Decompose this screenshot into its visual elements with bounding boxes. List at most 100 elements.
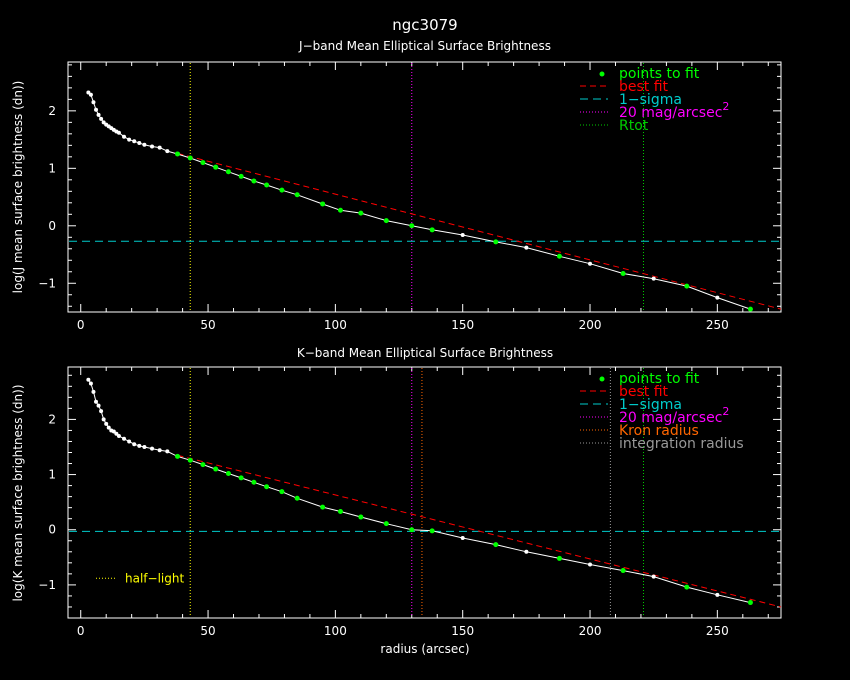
k-fit-point bbox=[747, 600, 753, 606]
k-legend-label: points to fit bbox=[619, 371, 700, 387]
k-y-tick-label: 2 bbox=[48, 412, 56, 426]
j-fit-point bbox=[174, 151, 180, 157]
k-fit-point bbox=[493, 542, 499, 548]
j-legend-label: Rtot bbox=[619, 118, 649, 134]
j-fit-point bbox=[264, 182, 270, 188]
j-x-tick-label: 50 bbox=[200, 318, 215, 332]
j-band-y-axis-label: log(J mean surface brightness (dn)) bbox=[11, 81, 25, 294]
j-legend-label: 20 mag/arcsec2 bbox=[619, 100, 729, 121]
j-x-tick-label: 200 bbox=[579, 318, 602, 332]
k-profile-point bbox=[142, 444, 147, 449]
j-fit-point bbox=[279, 187, 285, 193]
j-y-tick-label: 0 bbox=[48, 219, 56, 233]
k-fit-point bbox=[294, 495, 300, 501]
k-profile-point bbox=[106, 425, 111, 430]
j-profile-point bbox=[94, 107, 99, 112]
j-legend-label: points to fit bbox=[619, 66, 700, 82]
k-fit-point bbox=[264, 484, 270, 490]
j-band-panel: J−band Mean Elliptical Surface Brightnes… bbox=[11, 39, 782, 332]
j-fit-point bbox=[620, 270, 626, 276]
k-fit-point bbox=[251, 479, 257, 485]
j-legend-item: 1−sigma bbox=[580, 92, 682, 108]
k-legend-label: 20 mag/arcsec2 bbox=[619, 405, 729, 426]
k-y-tick-label: 0 bbox=[48, 523, 56, 537]
k-fit-point bbox=[429, 528, 435, 534]
x-axis-label: radius (arcsec) bbox=[380, 642, 469, 656]
k-fit-point bbox=[320, 504, 326, 510]
k-profile-point bbox=[122, 436, 127, 441]
j-fit-point bbox=[747, 306, 753, 312]
k-x-tick-label: 250 bbox=[706, 624, 729, 638]
j-profile-point bbox=[101, 120, 106, 125]
k-y-tick-label: 1 bbox=[48, 468, 56, 482]
k-legend-label: integration radius bbox=[619, 436, 744, 452]
k-profile-point bbox=[651, 574, 656, 579]
j-profile-point bbox=[715, 295, 720, 300]
j-fit-point bbox=[294, 192, 300, 198]
j-band-title: J−band Mean Elliptical Surface Brightnes… bbox=[298, 39, 551, 53]
j-profile-point bbox=[460, 232, 465, 237]
j-fit-point bbox=[213, 164, 219, 170]
k-x-tick-label: 0 bbox=[77, 624, 85, 638]
k-fit-point bbox=[337, 509, 343, 515]
k-fit-point bbox=[620, 568, 626, 574]
j-fit-point bbox=[684, 283, 690, 289]
j-profile-point bbox=[137, 141, 142, 146]
k-legend-item: points to fit bbox=[599, 371, 700, 387]
j-profile-point bbox=[588, 261, 593, 266]
j-x-tick-label: 0 bbox=[77, 318, 85, 332]
k-fit-point bbox=[238, 475, 244, 481]
k-x-tick-label: 50 bbox=[200, 624, 215, 638]
j-legend-label: best fit bbox=[619, 79, 669, 95]
k-x-tick-label: 100 bbox=[324, 624, 347, 638]
j-fit-point bbox=[187, 155, 193, 161]
k-profile-point bbox=[715, 592, 720, 597]
j-legend-label: 1−sigma bbox=[619, 92, 682, 108]
k-band-y-axis-label: log(K mean surface brightness (dn)) bbox=[11, 384, 25, 601]
k-fit-point bbox=[213, 466, 219, 472]
k-profile-point bbox=[157, 448, 162, 453]
j-fit-point bbox=[337, 207, 343, 213]
k-profile-point bbox=[132, 442, 137, 447]
k-profile-point bbox=[165, 449, 170, 454]
j-fit-point bbox=[429, 227, 435, 233]
k-profile-point bbox=[91, 389, 96, 394]
j-profile-point bbox=[132, 139, 137, 144]
k-legend-item: best fit bbox=[580, 384, 669, 400]
j-profile-point bbox=[157, 145, 162, 150]
k-legend-label: Kron radius bbox=[619, 423, 699, 439]
j-profile-point bbox=[88, 92, 93, 97]
k-fit-point bbox=[200, 462, 206, 468]
j-legend-item: points to fit bbox=[599, 66, 700, 82]
j-fit-point bbox=[383, 218, 389, 224]
k-legend-label: 1−sigma bbox=[619, 397, 682, 413]
j-profile-point bbox=[651, 276, 656, 281]
j-fit-point bbox=[225, 169, 231, 175]
k-legend-superscript: 2 bbox=[722, 405, 729, 418]
j-profile-point bbox=[127, 137, 132, 142]
j-profile-point bbox=[91, 100, 96, 105]
j-profile-point bbox=[150, 144, 155, 149]
j-legend-item: best fit bbox=[580, 79, 669, 95]
k-legend-item: integration radius bbox=[580, 436, 744, 452]
k-legend-item: 1−sigma bbox=[580, 397, 682, 413]
k-fit-point bbox=[383, 521, 389, 527]
j-x-tick-label: 100 bbox=[324, 318, 347, 332]
j-profile-point bbox=[86, 90, 91, 95]
k-fit-point bbox=[409, 527, 415, 533]
j-profile-point bbox=[122, 134, 127, 139]
k-legend-label: best fit bbox=[619, 384, 669, 400]
j-fit-point bbox=[320, 201, 326, 207]
j-legend-symbol bbox=[599, 71, 605, 77]
k-fit-point bbox=[556, 555, 562, 561]
j-fit-point bbox=[358, 210, 364, 216]
k-best-fit-line bbox=[177, 454, 782, 608]
j-fit-point bbox=[493, 239, 499, 245]
j-y-tick-label: 2 bbox=[48, 104, 56, 118]
figure-title: ngc3079 bbox=[392, 16, 457, 34]
j-profile-point bbox=[99, 116, 104, 121]
k-profile-point bbox=[88, 381, 93, 386]
